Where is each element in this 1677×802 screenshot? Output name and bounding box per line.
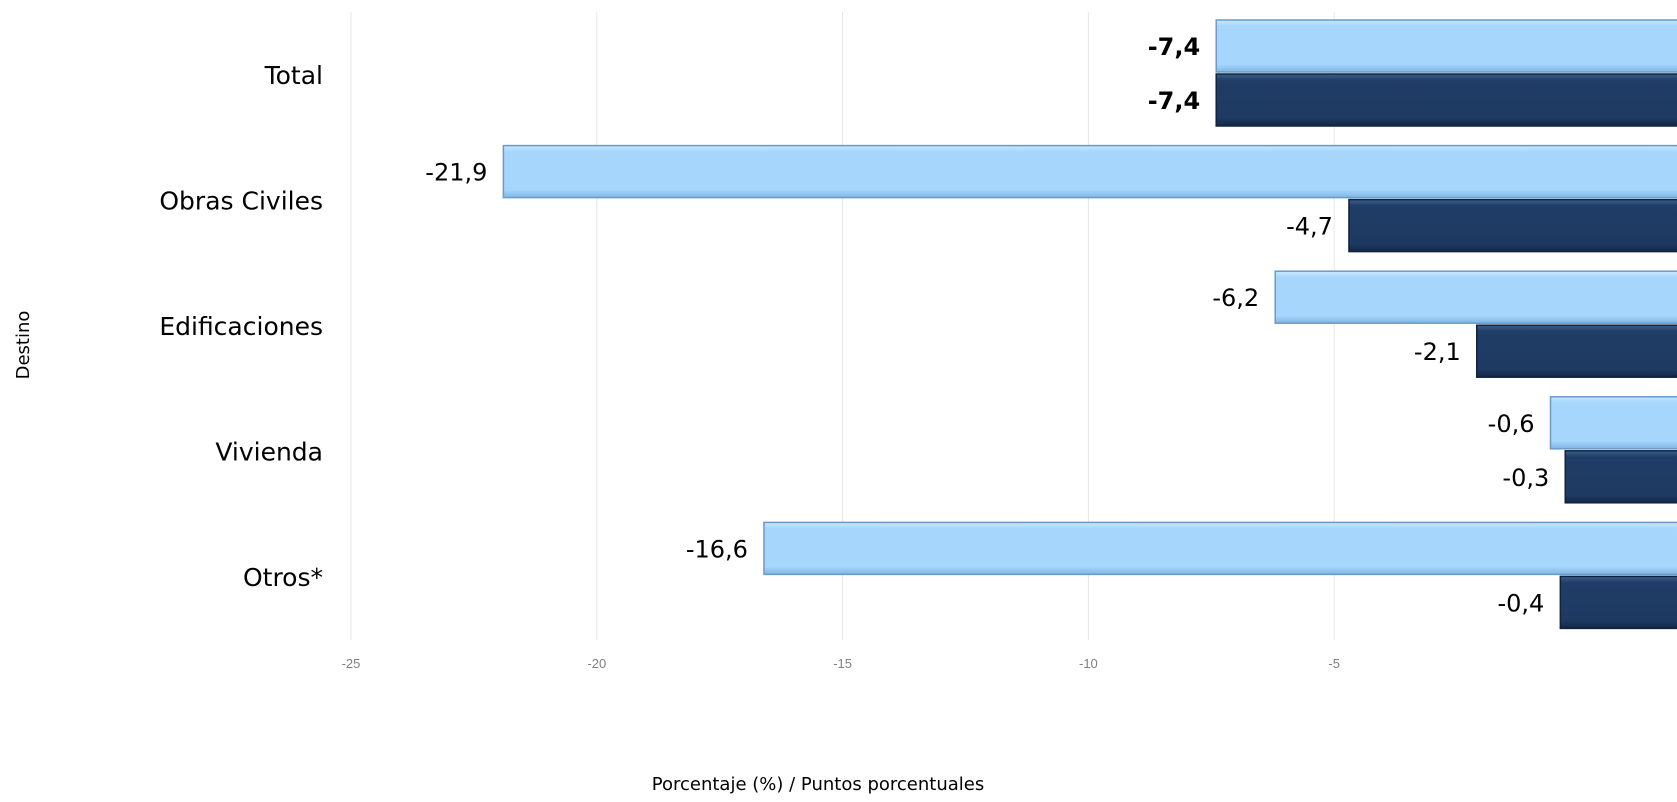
bar-series-1: [1549, 396, 1677, 450]
bar-series-1: [1215, 19, 1677, 73]
category-label: Otros*: [243, 563, 323, 592]
bar-series-2: [1564, 450, 1677, 504]
data-label: -0,6: [1488, 410, 1535, 438]
data-label: -16,6: [686, 535, 748, 563]
data-label: -7,4: [1148, 87, 1200, 115]
data-label: -21,9: [425, 159, 487, 187]
x-axis-title: Porcentaje (%) / Puntos porcentuales: [652, 774, 984, 795]
bar-series-2: [1476, 324, 1677, 378]
category-label: Vivienda: [215, 438, 323, 467]
data-label: -4,7: [1286, 213, 1333, 241]
data-label: -0,3: [1502, 464, 1549, 492]
bars: [502, 19, 1677, 630]
data-label: -6,2: [1212, 284, 1259, 312]
bar-series-1: [1274, 270, 1677, 324]
x-tick-labels: -25 -20 -15 -10 -5: [342, 656, 1340, 671]
bar-series-2: [1348, 198, 1677, 253]
bar-series-1: [763, 521, 1677, 576]
data-label: -0,4: [1498, 589, 1545, 617]
x-tick-label: -20: [587, 656, 606, 671]
category-label: Edificaciones: [159, 312, 323, 341]
bar-series-2: [1215, 73, 1677, 127]
bar-series-2: [1559, 575, 1677, 630]
data-labels: -7,4 -7,4 -21,9 -4,7 -6,2 -2,1 -0,6 -0,3 -16,6 -0…: [425, 33, 1549, 617]
category-label: Obras Civiles: [159, 186, 323, 215]
x-tick-label: -5: [1328, 656, 1340, 671]
x-tick-label: -15: [833, 656, 852, 671]
data-label: -7,4: [1148, 33, 1200, 61]
x-tick-label: -10: [1079, 656, 1098, 671]
category-label: Total: [264, 61, 323, 90]
data-label: -2,1: [1414, 338, 1461, 366]
category-labels: Total Obras Civiles Edificaciones Vivienda O…: [159, 61, 323, 592]
x-tick-label: -25: [342, 656, 361, 671]
bar-series-1: [502, 144, 1677, 199]
y-axis-title: Destino: [13, 311, 34, 380]
